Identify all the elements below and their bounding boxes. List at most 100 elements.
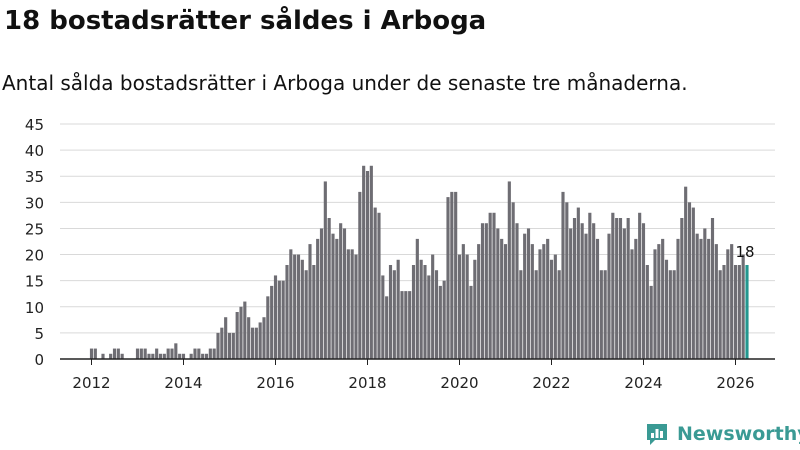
bar	[557, 270, 561, 359]
bar	[626, 218, 630, 359]
bar	[741, 254, 745, 359]
bar	[526, 228, 531, 359]
bar	[473, 259, 477, 359]
bar	[457, 254, 462, 359]
bar	[668, 270, 672, 359]
bar	[607, 233, 611, 359]
bar	[461, 244, 465, 359]
bar	[201, 353, 205, 359]
bar	[565, 202, 569, 359]
bar	[385, 296, 389, 359]
bar	[454, 191, 458, 359]
bar	[227, 332, 232, 359]
bar	[649, 285, 653, 359]
bar	[151, 353, 155, 359]
bar	[239, 306, 243, 359]
bar	[427, 275, 431, 359]
bar	[277, 280, 281, 359]
bar	[611, 212, 615, 359]
bar	[178, 353, 182, 359]
x-axis: 2012 2014 2016 2018 2020 2022 2024 2026	[60, 358, 775, 392]
bar	[653, 249, 657, 359]
bar	[270, 285, 274, 359]
bar	[258, 322, 262, 359]
bar	[162, 353, 166, 359]
bar	[411, 265, 416, 359]
bar	[400, 291, 404, 359]
bar	[680, 218, 684, 359]
bar	[477, 244, 481, 359]
bar	[503, 244, 508, 359]
bar	[500, 238, 504, 359]
bar	[465, 254, 469, 359]
bar	[181, 353, 186, 359]
bar	[335, 238, 339, 359]
y-tick-label: 5	[34, 325, 44, 343]
bar	[216, 332, 220, 359]
bar	[308, 244, 312, 359]
bar	[254, 327, 258, 359]
bar	[158, 353, 163, 359]
bar	[415, 238, 419, 359]
bar	[603, 270, 607, 359]
bar	[718, 270, 722, 359]
bar	[350, 249, 354, 359]
bar	[676, 238, 680, 359]
bar	[507, 181, 511, 359]
bar	[469, 285, 473, 359]
bar	[446, 197, 450, 359]
newsworthy-logo-icon	[647, 424, 667, 445]
bar	[392, 270, 396, 359]
bar	[266, 296, 270, 359]
bar	[730, 244, 734, 359]
bar	[588, 212, 592, 359]
bar	[285, 265, 289, 359]
bar	[480, 223, 485, 359]
bar	[442, 280, 446, 359]
bar	[695, 233, 699, 359]
bar	[293, 254, 297, 359]
bar	[300, 259, 304, 359]
bar	[147, 353, 151, 359]
x-tick-label: 2012	[72, 374, 110, 392]
bar	[362, 165, 366, 359]
x-tick-label: 2022	[532, 374, 570, 392]
bar	[304, 270, 308, 359]
bar	[710, 218, 715, 359]
y-tick-label: 25	[25, 220, 44, 238]
bar	[684, 186, 688, 359]
bar	[396, 259, 400, 359]
bar	[703, 228, 707, 359]
bar	[204, 353, 209, 359]
bar	[434, 270, 439, 359]
bar	[166, 348, 170, 359]
y-tick-label: 0	[34, 351, 44, 369]
bar	[312, 265, 316, 359]
y-axis: 0 5 10 15 20 25 30 35 40 45	[25, 116, 44, 369]
bar	[615, 218, 619, 359]
brand: Newsworthy	[644, 420, 800, 448]
bar	[155, 348, 159, 359]
bar	[331, 233, 335, 359]
bar	[381, 275, 385, 359]
bar	[93, 348, 97, 359]
bar	[388, 265, 393, 359]
bar	[572, 218, 577, 359]
bar	[450, 191, 454, 359]
bar	[193, 348, 197, 359]
y-tick-label: 45	[25, 116, 44, 134]
y-tick-label: 15	[25, 273, 44, 291]
bars	[89, 165, 749, 359]
bar	[243, 301, 247, 359]
bar	[657, 244, 661, 359]
bar	[438, 285, 442, 359]
bar	[346, 249, 350, 359]
last-value-label: 18	[735, 243, 754, 261]
y-tick-label: 30	[25, 194, 44, 212]
bar	[592, 223, 596, 359]
bar	[638, 212, 642, 359]
brand-name: Newsworthy	[677, 423, 800, 445]
bar	[423, 265, 427, 359]
bar	[707, 238, 711, 359]
bar	[561, 191, 565, 359]
